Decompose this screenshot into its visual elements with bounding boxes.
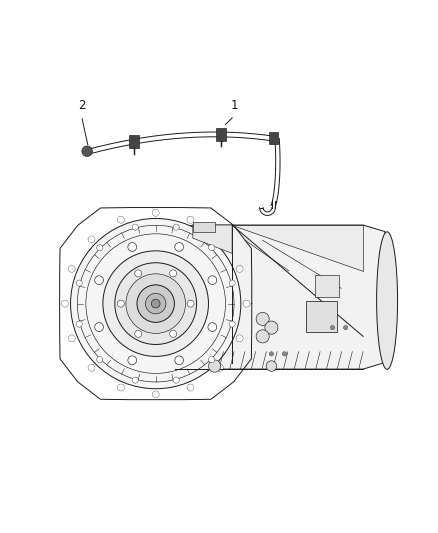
- Circle shape: [187, 216, 194, 223]
- Circle shape: [76, 280, 82, 286]
- Circle shape: [173, 224, 179, 230]
- Circle shape: [187, 384, 194, 391]
- Circle shape: [115, 263, 197, 344]
- Bar: [269, 132, 278, 144]
- Circle shape: [152, 209, 159, 216]
- Circle shape: [256, 330, 269, 343]
- Circle shape: [173, 377, 179, 383]
- Circle shape: [137, 285, 174, 322]
- Circle shape: [216, 236, 223, 243]
- Circle shape: [175, 243, 184, 252]
- Circle shape: [135, 330, 142, 337]
- Circle shape: [229, 321, 235, 327]
- Circle shape: [95, 322, 103, 332]
- Circle shape: [145, 293, 166, 314]
- Circle shape: [95, 276, 103, 285]
- Circle shape: [71, 219, 241, 389]
- Circle shape: [128, 243, 137, 252]
- Circle shape: [256, 312, 269, 326]
- Polygon shape: [193, 225, 232, 253]
- Bar: [315, 275, 339, 297]
- Circle shape: [117, 300, 124, 307]
- Circle shape: [82, 146, 92, 157]
- Circle shape: [132, 224, 138, 230]
- Circle shape: [243, 300, 250, 307]
- Bar: [129, 135, 139, 148]
- Circle shape: [103, 251, 208, 357]
- Circle shape: [236, 265, 243, 272]
- Circle shape: [135, 270, 142, 277]
- Circle shape: [88, 236, 95, 243]
- Text: 2: 2: [78, 99, 85, 111]
- Circle shape: [266, 361, 277, 372]
- Circle shape: [61, 300, 68, 307]
- Circle shape: [208, 322, 217, 332]
- Polygon shape: [153, 225, 385, 369]
- Circle shape: [117, 384, 124, 391]
- Circle shape: [330, 326, 335, 330]
- Circle shape: [343, 326, 348, 330]
- Circle shape: [88, 365, 95, 372]
- Circle shape: [175, 356, 184, 365]
- Circle shape: [269, 352, 274, 356]
- Circle shape: [229, 280, 235, 286]
- Circle shape: [76, 321, 82, 327]
- Bar: [306, 302, 337, 332]
- Bar: [193, 222, 215, 231]
- Circle shape: [170, 330, 177, 337]
- Circle shape: [117, 216, 124, 223]
- Circle shape: [208, 276, 217, 285]
- Ellipse shape: [377, 232, 398, 369]
- Circle shape: [152, 391, 159, 398]
- Circle shape: [128, 356, 137, 365]
- Circle shape: [283, 352, 287, 356]
- Circle shape: [132, 377, 138, 383]
- Circle shape: [216, 365, 223, 372]
- Circle shape: [97, 357, 103, 362]
- Circle shape: [68, 265, 75, 272]
- Text: 1: 1: [230, 99, 238, 111]
- Bar: [216, 128, 226, 141]
- Circle shape: [97, 245, 103, 251]
- Circle shape: [68, 335, 75, 342]
- Circle shape: [151, 299, 160, 308]
- Circle shape: [170, 270, 177, 277]
- Circle shape: [208, 245, 215, 251]
- Circle shape: [208, 360, 221, 372]
- Circle shape: [265, 321, 278, 334]
- Polygon shape: [153, 225, 175, 369]
- Circle shape: [208, 357, 215, 362]
- Circle shape: [187, 300, 194, 307]
- Circle shape: [126, 274, 185, 334]
- Circle shape: [236, 335, 243, 342]
- Polygon shape: [232, 225, 363, 271]
